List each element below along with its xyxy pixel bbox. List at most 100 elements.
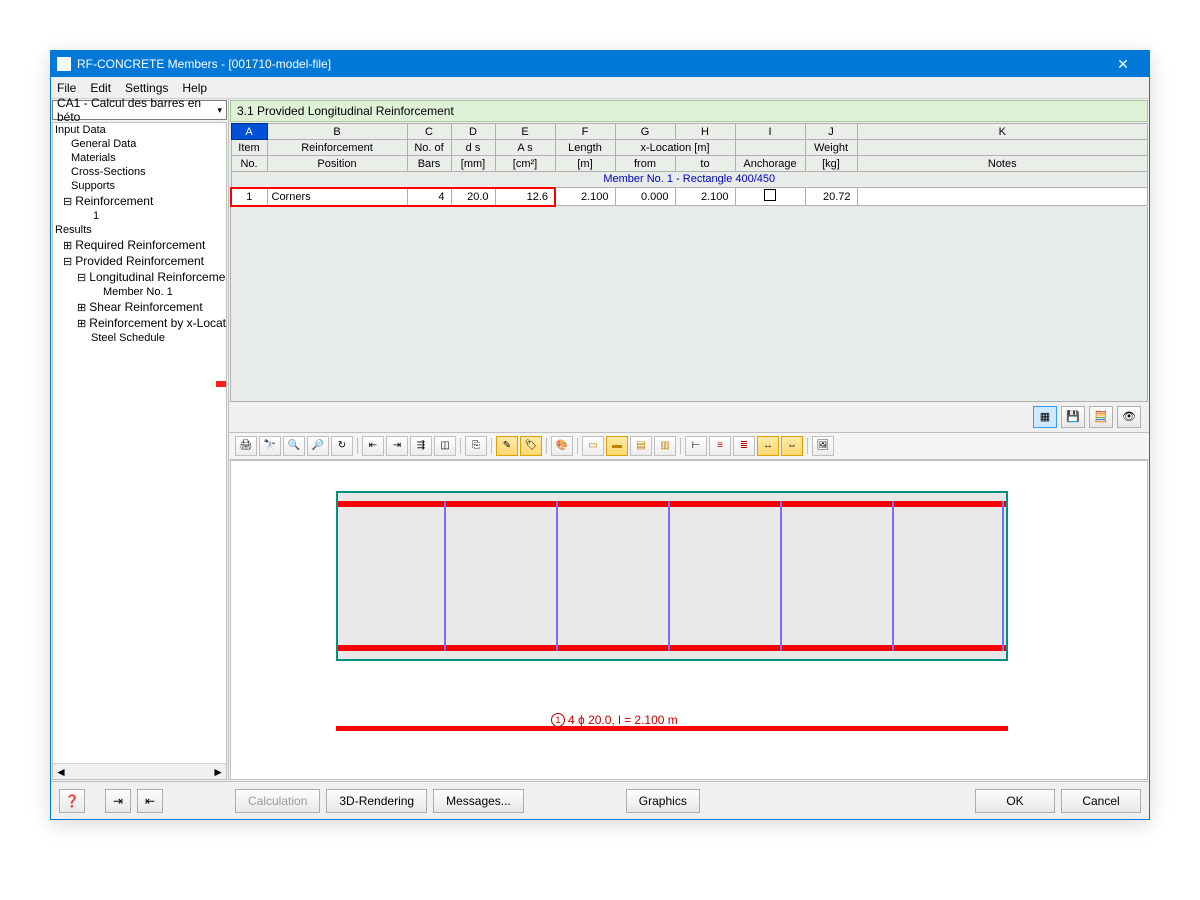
beam-outline — [336, 491, 1008, 661]
refresh-icon[interactable]: ↻ — [331, 436, 353, 456]
cell-weight[interactable]: 20.72 — [805, 188, 857, 206]
tree-cross-sections[interactable]: Cross-Sections — [53, 165, 226, 179]
picture-icon[interactable]: 🖼 — [812, 436, 834, 456]
graphic-view[interactable]: 1 4 ϕ 20.0, l = 2.100 m — [230, 460, 1148, 781]
cell-anchorage[interactable] — [735, 188, 805, 206]
view1-icon[interactable]: ▭ — [582, 436, 604, 456]
menu-edit[interactable]: Edit — [90, 81, 111, 95]
next-member-icon[interactable]: ⇥ — [386, 436, 408, 456]
import-button[interactable]: ⇥ — [105, 789, 131, 813]
dim-bot-icon[interactable]: ≣ — [733, 436, 755, 456]
color-icon[interactable]: 🎨 — [551, 436, 573, 456]
stirrup — [780, 501, 782, 651]
close-icon[interactable]: ✕ — [1103, 56, 1143, 73]
tree-steel[interactable]: Steel Schedule — [53, 331, 226, 345]
tree-member-1[interactable]: Member No. 1 — [53, 285, 226, 299]
dim-all-icon[interactable]: ⇔ — [781, 436, 803, 456]
help-button[interactable]: ❓ — [59, 789, 85, 813]
view-3d-icon[interactable]: ◫ — [434, 436, 456, 456]
cell-to[interactable]: 2.100 — [675, 188, 735, 206]
tree-provided[interactable]: ⊟ Provided Reinforcement — [53, 253, 226, 269]
anchor1-icon[interactable]: ⊢ — [685, 436, 707, 456]
cell-notes[interactable] — [857, 188, 1148, 206]
tree-supports[interactable]: Supports — [53, 179, 226, 193]
dim-top-icon[interactable]: ≡ — [709, 436, 731, 456]
graphics-button[interactable]: Graphics — [626, 789, 700, 813]
zoom-icon[interactable]: 🔍 — [283, 436, 305, 456]
copy-icon[interactable]: ⎘ — [465, 436, 487, 456]
table-header-2: No. Position Bars [mm] [cm²] [m] from to… — [231, 156, 1148, 172]
rendering-button[interactable]: 3D-Rendering — [326, 789, 427, 813]
menu-file[interactable]: File — [57, 81, 76, 95]
cell-as[interactable]: 12.6 — [495, 188, 555, 206]
col-H[interactable]: H — [675, 124, 735, 140]
cell-ds[interactable]: 20.0 — [451, 188, 495, 206]
beam-section — [336, 491, 1008, 661]
cell-position[interactable]: Corners — [267, 188, 407, 206]
tree-input-data[interactable]: Input Data — [53, 123, 226, 137]
col-I[interactable]: I — [735, 124, 805, 140]
export-icon[interactable]: 💾 — [1061, 406, 1085, 428]
col-B[interactable]: B — [267, 124, 407, 140]
cancel-button[interactable]: Cancel — [1061, 789, 1141, 813]
stirrup — [668, 501, 670, 651]
col-A[interactable]: A — [231, 124, 267, 140]
stirrup — [444, 501, 446, 651]
col-E[interactable]: E — [495, 124, 555, 140]
messages-button[interactable]: Messages... — [433, 789, 524, 813]
tree-shear[interactable]: ⊞ Shear Reinforcement — [53, 299, 226, 315]
tag-icon[interactable]: 🏷 — [520, 436, 542, 456]
col-C[interactable]: C — [407, 124, 451, 140]
view2-icon[interactable]: ▬ — [606, 436, 628, 456]
col-K[interactable]: K — [857, 124, 1148, 140]
cell-length[interactable]: 2.100 — [555, 188, 615, 206]
tree-required[interactable]: ⊞ Required Reinforcement — [53, 237, 226, 253]
menu-help[interactable]: Help — [182, 81, 207, 95]
tree-reinforcement[interactable]: ⊟ Reinforcement — [53, 193, 226, 209]
calculation-button[interactable]: Calculation — [235, 789, 320, 813]
table-col-letters: A B C D E F G H I J K — [231, 124, 1148, 140]
col-D[interactable]: D — [451, 124, 495, 140]
tree-results[interactable]: Results — [53, 223, 226, 237]
table-row[interactable]: 1 Corners 4 20.0 12.6 2.100 0.000 2.100 … — [231, 188, 1148, 206]
edit-icon[interactable]: ✎ — [496, 436, 518, 456]
tree-reinforcement-1[interactable]: 1 — [53, 209, 226, 223]
eye-icon[interactable]: 👁 — [1117, 406, 1141, 428]
tree-byx[interactable]: ⊞ Reinforcement by x-Locatio — [53, 315, 226, 331]
tree-hscroll[interactable]: ◄► — [53, 763, 226, 779]
cell-item[interactable]: 1 — [231, 188, 267, 206]
case-combo[interactable]: CA1 - Calcul des barres en béto ▾ — [52, 100, 227, 120]
rebar-number: 1 — [551, 713, 565, 727]
combo-text: CA1 - Calcul des barres en béto — [57, 96, 217, 124]
ok-button[interactable]: OK — [975, 789, 1055, 813]
col-G[interactable]: G — [615, 124, 675, 140]
cell-bars[interactable]: 4 — [407, 188, 451, 206]
col-J[interactable]: J — [805, 124, 857, 140]
col-F[interactable]: F — [555, 124, 615, 140]
rebar-top — [338, 501, 1006, 507]
menu-settings[interactable]: Settings — [125, 81, 168, 95]
find-icon[interactable]: 🔭 — [259, 436, 281, 456]
anchorage-icon — [764, 189, 776, 201]
filter-icon[interactable]: 🧮 — [1089, 406, 1113, 428]
view4-icon[interactable]: ▥ — [654, 436, 676, 456]
view3-icon[interactable]: ▤ — [630, 436, 652, 456]
table-header-1: Item Reinforcement No. of d s A s Length… — [231, 140, 1148, 156]
view-mode-icon[interactable]: ▦ — [1033, 406, 1057, 428]
zoom-window-icon[interactable]: 🔎 — [307, 436, 329, 456]
tree-materials[interactable]: Materials — [53, 151, 226, 165]
member-list-icon[interactable]: ⇶ — [410, 436, 432, 456]
titlebar: RF-CONCRETE Members - [001710-model-file… — [51, 51, 1149, 77]
stirrup — [1002, 501, 1004, 651]
chevron-down-icon: ▾ — [217, 105, 222, 116]
rebar-label: 1 4 ϕ 20.0, l = 2.100 m — [551, 713, 678, 727]
export-button[interactable]: ⇤ — [137, 789, 163, 813]
left-panel: CA1 - Calcul des barres en béto ▾ Input … — [51, 99, 229, 781]
dim-h-icon[interactable]: ↔ — [757, 436, 779, 456]
prev-member-icon[interactable]: ⇤ — [362, 436, 384, 456]
tree-general-data[interactable]: General Data — [53, 137, 226, 151]
print-icon[interactable]: 🖨 — [235, 436, 257, 456]
cell-from[interactable]: 0.000 — [615, 188, 675, 206]
tree-longitudinal[interactable]: ⊟ Longitudinal Reinforcement — [53, 269, 226, 285]
nav-tree[interactable]: Input Data General Data Materials Cross-… — [52, 122, 227, 780]
